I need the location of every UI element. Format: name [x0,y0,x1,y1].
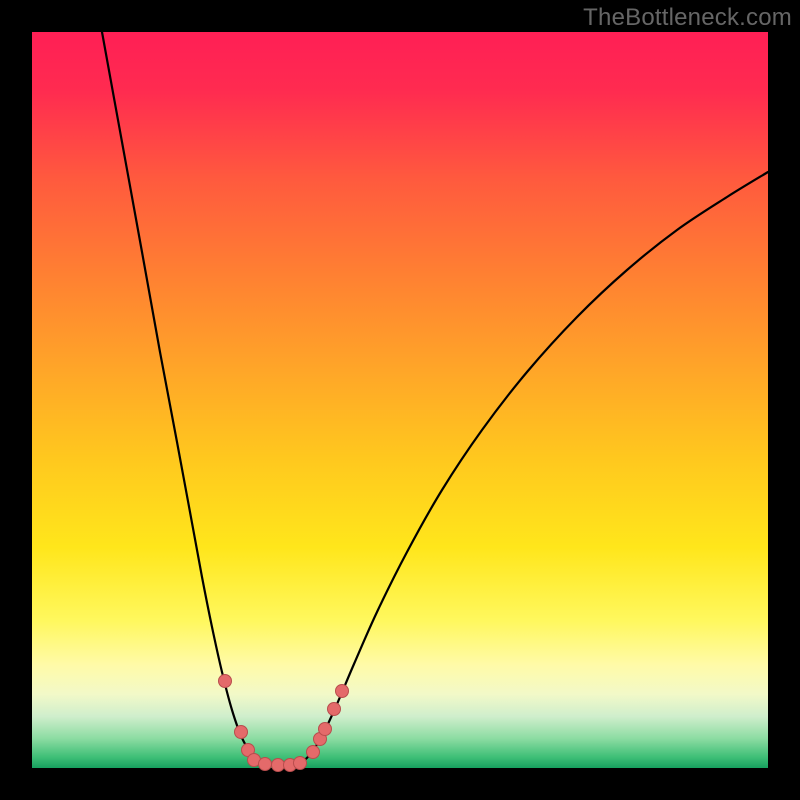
data-marker [319,723,332,736]
watermark-text: TheBottleneck.com [583,4,792,32]
data-marker [272,759,285,772]
data-marker [336,685,349,698]
data-marker [235,726,248,739]
curve-layer [32,32,768,768]
data-marker [328,703,341,716]
chart-canvas: TheBottleneck.com [0,0,800,800]
data-marker [259,758,272,771]
bottleneck-curve [102,32,768,765]
data-marker [307,746,320,759]
data-marker [219,675,232,688]
data-marker [294,757,307,770]
plot-area [32,32,768,768]
